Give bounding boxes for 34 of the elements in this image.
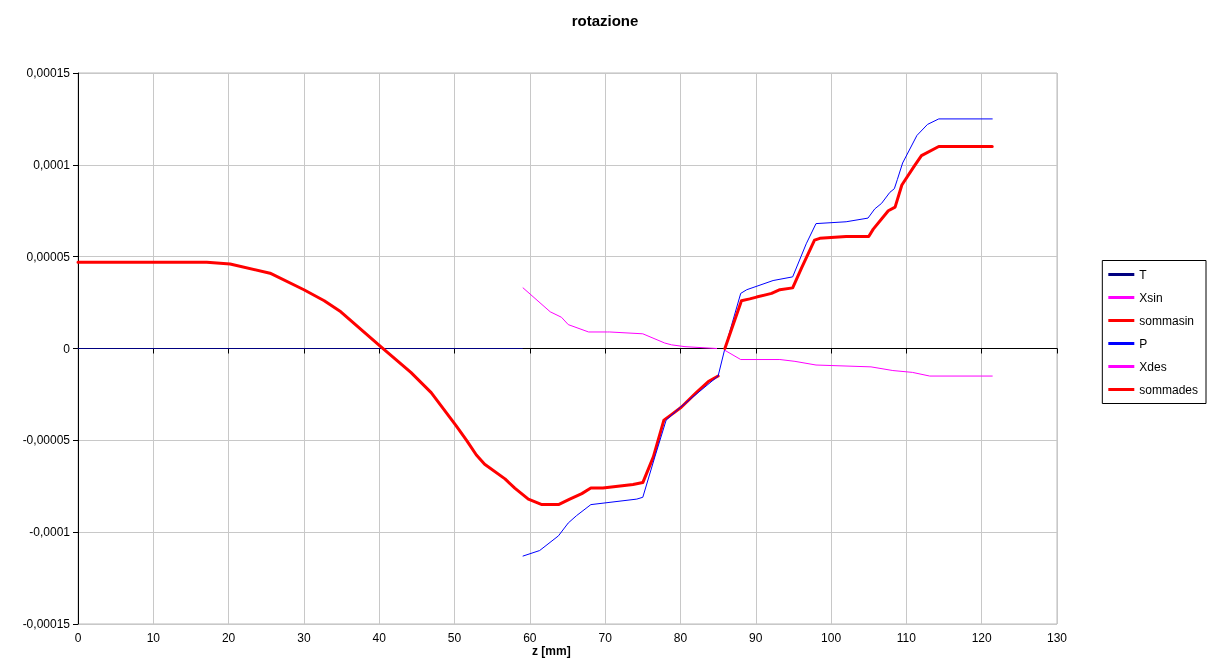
legend-label: Xsin [1139, 290, 1163, 305]
x-tick-label: 0 [74, 631, 82, 645]
line-series [76, 260, 720, 507]
x-tick-label: 100 [821, 631, 842, 645]
y-tick-label: 0,00015 [26, 66, 71, 80]
y-tick-label: 0,0001 [33, 157, 71, 172]
line-series [522, 118, 993, 557]
x-tick-label: 90 [749, 631, 763, 645]
x-tick-label: 120 [971, 631, 993, 645]
y-tick-label: -0,0001 [29, 525, 71, 540]
x-tick-label: 30 [297, 631, 311, 645]
chart-title: rotazione [571, 12, 639, 29]
x-tick-label: 110 [896, 631, 917, 645]
y-tick-label: 0 [63, 341, 71, 356]
legend-label: sommades [1139, 382, 1198, 397]
line-series [723, 144, 994, 350]
x-tick-label: 10 [146, 631, 161, 645]
y-tick-label: 0,00005 [26, 249, 71, 264]
x-tick-label: 80 [673, 631, 688, 645]
x-tick-label: 130 [1046, 631, 1068, 645]
x-tick-label: 20 [221, 631, 236, 645]
legend-label: P [1139, 336, 1148, 351]
x-axis-title: z [mm] [532, 644, 571, 658]
line-series [724, 349, 993, 377]
y-tick-label: -0,00015 [22, 617, 71, 631]
x-tick-label: 60 [523, 631, 537, 645]
legend-label: sommasin [1139, 313, 1194, 328]
line-series [522, 287, 718, 349]
y-tick-label: -0,00005 [22, 433, 71, 448]
x-tick-label: 70 [598, 631, 613, 645]
legend-label: Xdes [1139, 359, 1167, 374]
x-tick-label: 50 [447, 631, 462, 645]
x-tick-label: 40 [372, 631, 387, 645]
legend-label: T [1139, 267, 1148, 282]
